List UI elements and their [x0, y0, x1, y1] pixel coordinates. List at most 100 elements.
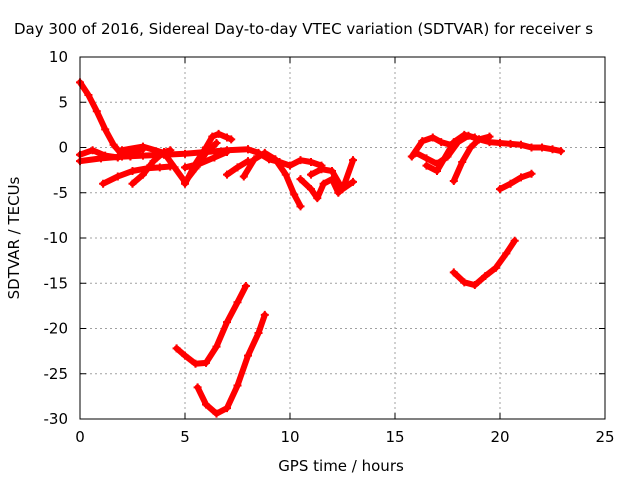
y-tick-label: -5: [53, 184, 68, 202]
data-point: [202, 143, 210, 152]
data-point: [470, 281, 479, 290]
data-point: [496, 138, 504, 147]
y-tick-label: 5: [58, 93, 68, 111]
data-point: [307, 185, 315, 194]
data-point: [233, 298, 242, 307]
data-point: [212, 342, 221, 351]
data-point: [439, 156, 448, 165]
y-tick-label: -10: [44, 229, 69, 247]
data-point: [260, 310, 269, 319]
data-point: [296, 175, 305, 184]
data-points: [76, 78, 565, 418]
data-point: [296, 202, 305, 211]
data-point: [227, 135, 236, 144]
series-trace: [182, 149, 230, 171]
x-tick-label: 20: [490, 428, 509, 446]
data-point: [113, 153, 122, 162]
x-tick-label: 5: [180, 428, 190, 446]
data-point: [181, 351, 189, 360]
data-point: [254, 148, 263, 157]
data-point: [155, 163, 164, 172]
data-point: [172, 344, 181, 353]
data-point: [328, 167, 336, 176]
data-point: [191, 359, 200, 368]
data-point: [407, 152, 416, 161]
data-point: [485, 132, 494, 141]
x-tick-label: 10: [280, 428, 299, 446]
data-series: [407, 133, 458, 161]
x-tick-label: 25: [595, 428, 614, 446]
data-point: [193, 383, 202, 392]
y-tick-label: 0: [58, 139, 68, 157]
data-point: [233, 381, 242, 390]
data-point: [212, 138, 221, 147]
chart-title: Day 300 of 2016, Sidereal Day-to-day VTE…: [14, 20, 593, 38]
y-tick-label: -25: [44, 365, 69, 383]
grid-lines: [80, 57, 605, 419]
data-point: [418, 137, 427, 146]
data-point: [208, 132, 217, 141]
data-point: [223, 404, 231, 413]
data-point: [458, 157, 467, 166]
data-point: [422, 154, 431, 163]
data-point: [113, 172, 122, 181]
data-point: [166, 146, 175, 155]
data-point: [437, 138, 446, 147]
data-point: [223, 148, 231, 157]
data-point: [349, 177, 357, 186]
data-point: [307, 157, 315, 166]
data-point: [254, 329, 263, 338]
data-series: [449, 132, 494, 185]
data-point: [128, 167, 137, 176]
data-point: [307, 170, 315, 179]
data-point: [195, 159, 204, 168]
data-point: [239, 172, 248, 181]
y-tick-label: -30: [44, 410, 69, 428]
data-point: [349, 156, 357, 165]
y-tick-label: -15: [44, 274, 69, 292]
data-point: [244, 145, 252, 154]
data-point: [338, 185, 347, 194]
data-point: [99, 179, 108, 188]
data-point: [449, 176, 458, 185]
data-point: [223, 170, 231, 179]
data-series: [223, 157, 252, 179]
data-point: [286, 161, 294, 170]
data-point: [202, 400, 210, 409]
data-point: [109, 140, 118, 149]
data-series: [422, 130, 479, 176]
data-point: [313, 194, 322, 203]
data-series: [307, 165, 357, 194]
data-point: [517, 173, 525, 182]
data-point: [181, 149, 189, 158]
data-point: [149, 157, 158, 166]
data-point: [88, 146, 97, 155]
data-point: [212, 409, 221, 418]
x-axis-label: GPS time / hours: [278, 457, 404, 475]
data-point: [223, 133, 231, 142]
data-point: [538, 143, 546, 152]
data-series: [449, 236, 519, 290]
x-tick-label: 15: [385, 428, 404, 446]
data-point: [517, 140, 525, 149]
data-point: [244, 351, 252, 360]
data-point: [275, 157, 284, 166]
data-point: [491, 263, 500, 272]
data-point: [422, 161, 431, 170]
data-point: [181, 179, 189, 188]
data-point: [139, 170, 147, 179]
data-point: [475, 135, 483, 144]
data-point: [460, 278, 469, 287]
data-point: [118, 146, 126, 155]
data-point: [449, 268, 458, 277]
data-point: [290, 190, 299, 199]
data-point: [510, 236, 519, 245]
data-series: [181, 148, 231, 172]
data-point: [233, 163, 242, 172]
data-point: [460, 130, 469, 139]
data-point: [506, 139, 515, 148]
data-point: [556, 147, 565, 156]
series-trace: [450, 237, 518, 289]
data-point: [433, 167, 441, 176]
